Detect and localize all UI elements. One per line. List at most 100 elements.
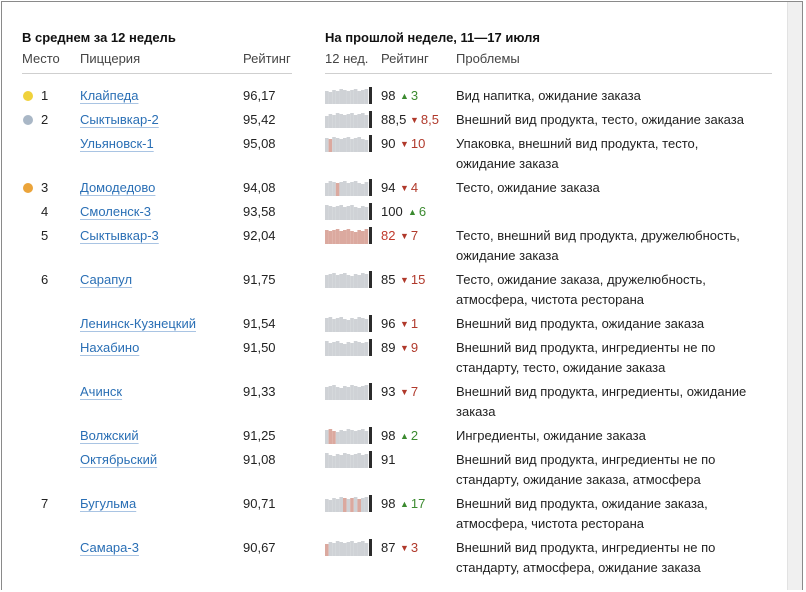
arrow-up-icon: ▲	[400, 499, 409, 509]
pizzeria-link[interactable]: Октябрьский	[80, 452, 158, 467]
rating-change: ▼ 15	[400, 270, 425, 291]
pizzeria-link[interactable]: Нахабино	[80, 340, 140, 355]
pizzeria-link[interactable]: Ачинск	[80, 384, 123, 399]
average-rating: 95,08	[243, 136, 276, 151]
current-week-bar	[369, 383, 372, 400]
week-bar	[343, 319, 347, 332]
vertical-scrollbar[interactable]	[787, 2, 802, 590]
week-bar	[335, 541, 340, 556]
week-bar	[357, 114, 361, 128]
current-week-bar	[369, 203, 372, 220]
rating-change-value: 7	[410, 384, 419, 399]
week-bar	[343, 386, 347, 400]
weekly-sparkline	[325, 135, 375, 159]
week-bar	[346, 342, 351, 356]
average-rating: 95,42	[243, 112, 276, 127]
arrow-down-icon: ▼	[400, 387, 409, 397]
week-bar	[325, 544, 329, 556]
weekly-sparkline	[325, 87, 375, 111]
week-bar	[346, 275, 351, 288]
pizzeria-link[interactable]: Ульяновск-1	[80, 136, 154, 151]
week-bar	[364, 342, 369, 356]
place-number: 5	[41, 228, 49, 243]
average-rating: 91,50	[243, 340, 276, 355]
header-rating: Рейтинг	[243, 51, 291, 66]
pizzeria-link[interactable]: Бугульма	[80, 496, 137, 511]
week-bar	[328, 500, 333, 512]
header-place: Место	[22, 51, 60, 66]
week-bar	[350, 498, 354, 512]
week-bar	[328, 139, 333, 152]
weekly-sparkline	[325, 383, 375, 407]
problems-text: Внешний вид продукта, ожидание заказа	[456, 316, 705, 331]
week-bar	[325, 499, 329, 512]
week-bar	[346, 91, 351, 104]
current-week-bar	[369, 135, 372, 152]
arrow-down-icon: ▼	[410, 115, 419, 125]
week-bar	[346, 206, 351, 220]
week-bar	[328, 386, 333, 400]
pizzeria-link[interactable]: Сыктывкар-3	[80, 228, 159, 243]
week-bar	[361, 498, 365, 512]
week-bar	[343, 207, 347, 220]
place-number: 4	[41, 204, 49, 219]
week-bar	[332, 115, 336, 128]
week-bar	[353, 89, 358, 104]
pizzeria-link[interactable]: Сыктывкар-2	[80, 112, 159, 127]
week-bar	[364, 385, 369, 400]
week-bar	[335, 113, 340, 128]
place-number: 2	[41, 112, 49, 127]
rating-change: ▼ 8,5	[410, 110, 439, 131]
weekly-sparkline	[325, 179, 375, 203]
week-bar	[353, 274, 358, 288]
week-bar	[332, 431, 336, 444]
week-bar	[346, 114, 351, 128]
week-rating: 100	[381, 204, 403, 219]
week-bar	[325, 453, 329, 468]
week-bar	[335, 275, 340, 288]
bronze-medal-icon	[23, 183, 33, 193]
average-rating: 91,08	[243, 452, 276, 467]
pizzeria-link[interactable]: Смоленск-3	[80, 204, 152, 219]
week-bar	[361, 184, 365, 196]
week-bar	[339, 497, 343, 512]
week-bar	[346, 183, 351, 196]
problems-text: Упаковка, внешний вид продукта, тесто, о…	[456, 136, 699, 171]
weekly-sparkline	[325, 427, 375, 451]
pizzeria-link[interactable]: Волжский	[80, 428, 139, 443]
average-rating: 91,75	[243, 272, 276, 287]
left-header-rule	[22, 73, 292, 74]
week-bar	[353, 138, 358, 152]
rating-change-value: 10	[410, 136, 426, 151]
week-bar	[357, 387, 361, 400]
header-week-rating: Рейтинг	[381, 51, 429, 66]
week-bar	[343, 115, 347, 128]
rating-change-value: 17	[410, 496, 426, 511]
rating-change-value: 9	[410, 340, 419, 355]
problems-text: Тесто, ожидание заказа, дружелюбность, а…	[456, 272, 706, 307]
arrow-down-icon: ▼	[400, 343, 409, 353]
average-rating: 91,54	[243, 316, 276, 331]
pizzeria-link[interactable]: Клайпеда	[80, 88, 139, 103]
week-bar	[350, 113, 354, 128]
week-bar	[357, 430, 361, 444]
pizzeria-link[interactable]: Самара-3	[80, 540, 139, 555]
week-bar	[364, 497, 369, 512]
rating-change: ▼ 7	[400, 382, 418, 403]
current-week-bar	[369, 339, 372, 356]
week-bar	[325, 430, 329, 444]
pizzeria-link[interactable]: Ленинск-Кузнецкий	[80, 316, 196, 331]
week-bar	[357, 208, 361, 220]
average-rating: 96,17	[243, 88, 276, 103]
week-bar	[361, 139, 365, 152]
pizzeria-link[interactable]: Домодедово	[80, 180, 156, 195]
week-bar	[361, 343, 365, 356]
week-bar	[350, 455, 354, 468]
week-bar	[332, 273, 336, 288]
weekly-sparkline	[325, 271, 375, 295]
pizzeria-link[interactable]: Сарапул	[80, 272, 133, 287]
week-bar	[339, 455, 343, 468]
week-bar	[325, 230, 329, 244]
week-bar	[335, 454, 340, 468]
